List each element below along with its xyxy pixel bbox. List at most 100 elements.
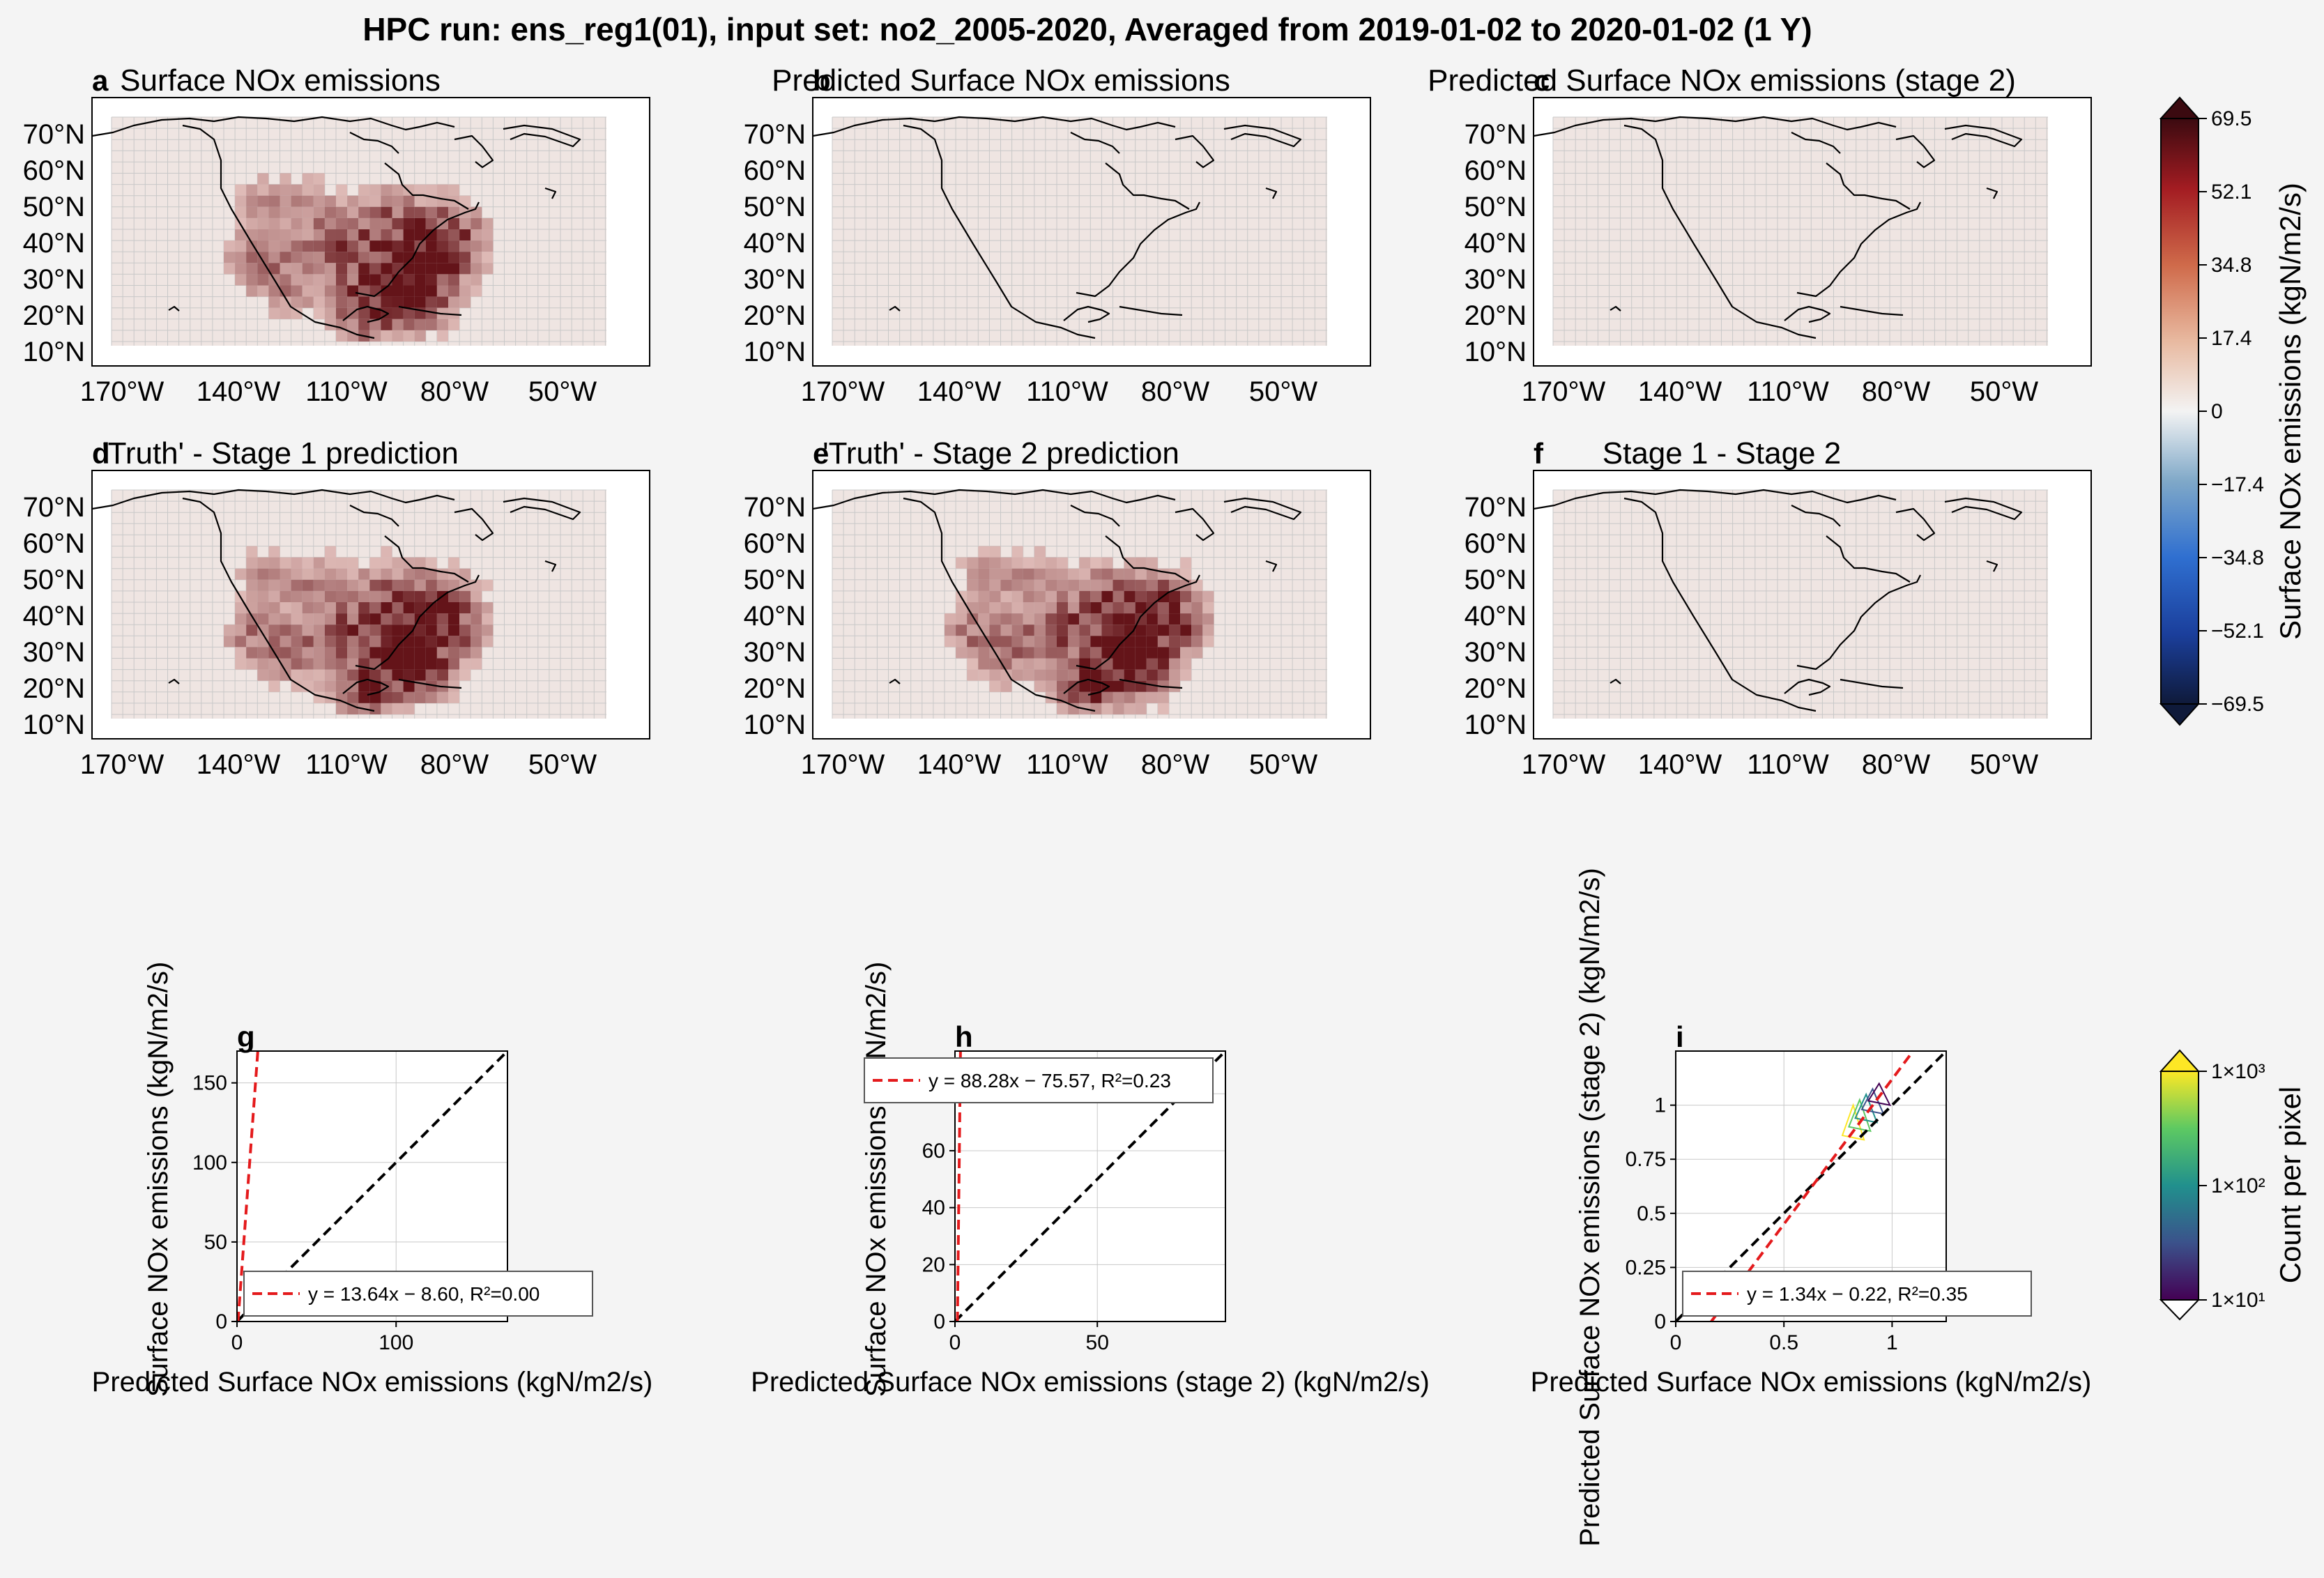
emission-cell [459,625,471,636]
emission-cell [1146,568,1158,580]
emission-cell [302,195,314,207]
x-tick-label: 0 [949,1331,961,1354]
emission-cell [336,240,348,252]
emission-cell [358,691,370,703]
emission-cell [448,647,460,659]
emission-cell [1045,568,1057,580]
emission-cell [425,195,437,207]
emission-cell [1113,703,1124,714]
emission-cell [268,680,280,692]
data-domain [1553,117,2048,346]
emission-cell [313,680,325,692]
x-tick-label: 1 [1886,1331,1898,1354]
emission-cell [235,602,247,614]
emission-cell [414,330,426,342]
emission-cell [1169,658,1181,670]
emission-cell [482,613,494,625]
emission-cell [482,217,494,229]
emission-cell [268,669,280,681]
lat-tick-label: 70°N [23,492,85,523]
emission-cell [381,229,392,241]
emission-cell [336,206,348,218]
emission-cell [459,602,471,614]
lat-tick-label: 20°N [23,300,85,331]
emission-cell [392,195,404,207]
emission-cell [1011,579,1023,591]
emission-cell [268,568,280,580]
emission-cell [1146,658,1158,670]
emission-cell [358,680,370,692]
emission-cell [1034,557,1046,569]
map-frame [91,470,650,740]
emission-cell [302,252,314,263]
lat-tick-label: 70°N [744,492,806,523]
emission-cell [1023,613,1034,625]
emission-cell [1124,691,1136,703]
emission-cell [347,579,359,591]
emission-cell [302,602,314,614]
emission-cell [1079,625,1091,636]
emission-cell [369,579,381,591]
emission-cell [403,330,415,342]
emission-cell [291,568,303,580]
emission-cell [381,658,392,670]
lon-tick-label: 140°W [197,749,281,780]
emission-cell [257,647,269,659]
emission-cell [1124,590,1136,602]
lon-tick-label: 50°W [528,749,597,780]
emission-cell [1011,602,1023,614]
emission-cell [1157,703,1169,714]
emission-cell [381,602,392,614]
emission-cell [235,206,247,218]
emission-cell [313,307,325,319]
lon-tick-label: 140°W [197,376,281,407]
emission-cell [459,274,471,286]
plot-frame [236,1050,508,1322]
emission-cell [471,590,482,602]
emission-cell [425,296,437,308]
colorbar-tick-label: −52.1 [2211,620,2264,643]
emission-cell [448,557,460,569]
emission-cell [1146,691,1158,703]
emission-cell [1135,590,1147,602]
emission-cell [1191,613,1203,625]
emission-cell [358,625,370,636]
lon-tick-label: 170°W [801,376,885,407]
emission-cell [1146,636,1158,648]
emission-cell [1034,680,1046,692]
emission-cell [369,307,381,319]
plot-frame [954,1050,1226,1322]
lat-tick-label: 20°N [1465,673,1527,704]
emission-cell [358,590,370,602]
map-panel-e: e'Truth' - Stage 2 prediction 170°W 140°W 1… [744,436,1371,780]
emission-cell [1191,636,1203,648]
colorbar-tick-label: 17.4 [2211,327,2252,350]
emission-cell [381,636,392,648]
emission-cell [1090,557,1102,569]
emission-cell [1011,625,1023,636]
emission-cell [1101,636,1113,648]
lon-tick-label: 110°W [305,749,388,780]
emission-cell [358,229,370,241]
emission-cell [414,252,426,263]
emission-cell [369,274,381,286]
emission-cell [268,613,280,625]
emission-cell [268,229,280,241]
emission-cell [967,602,979,614]
panel-letter: a [92,64,109,97]
emission-cell [336,602,348,614]
lon-tick-label: 170°W [1522,749,1606,780]
lat-tick-label: 50°N [23,565,85,595]
emission-cell [358,184,370,196]
x-tick-label: 0.5 [1769,1331,1798,1354]
emission-cell [313,568,325,580]
emission-cell [1157,658,1169,670]
emission-cell [336,307,348,319]
emission-cell [302,274,314,286]
emission-cell [403,274,415,286]
emission-cell [945,613,956,625]
emission-cell [1057,647,1069,659]
emission-cell [459,240,471,252]
emission-cell [1079,680,1091,692]
emission-cell [324,217,336,229]
